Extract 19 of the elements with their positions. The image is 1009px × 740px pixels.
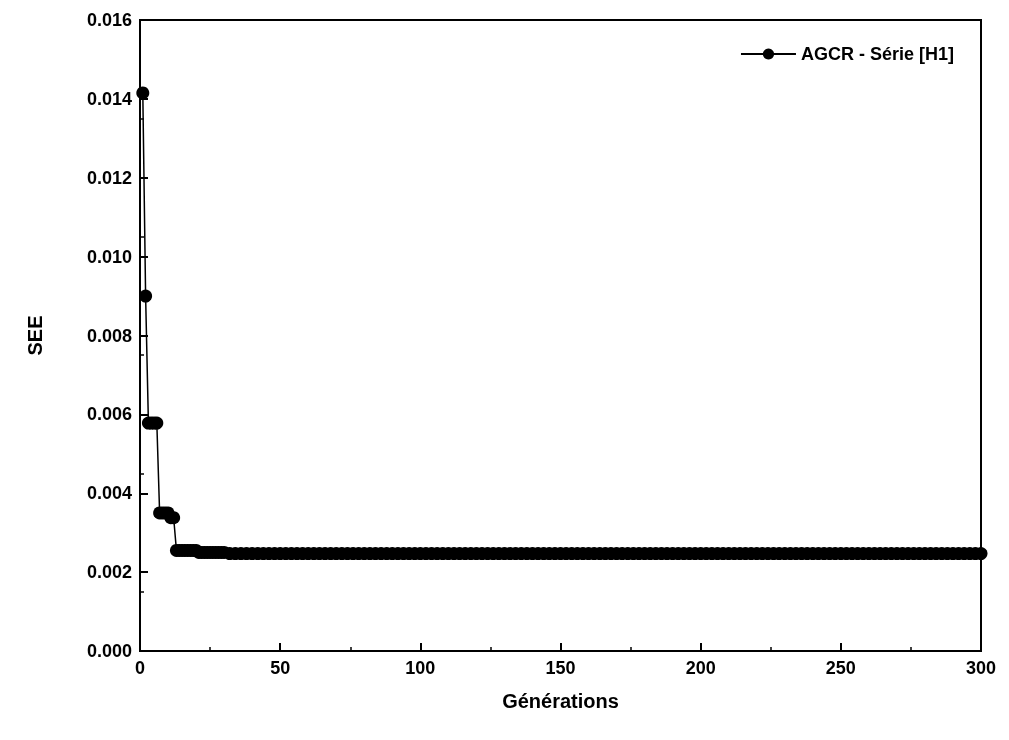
x-axis-title: Générations (502, 690, 619, 712)
y-tick-label: 0.012 (86, 167, 132, 188)
y-tick-label: 0.004 (86, 483, 132, 504)
y-tick-label: 0.000 (86, 641, 132, 661)
legend-label: AGCR - Série [H1] (800, 44, 954, 64)
x-tick-label: 100 (405, 658, 436, 678)
y-tick-label: 0.002 (86, 562, 132, 583)
y-tick-label: 0.008 (86, 325, 132, 346)
y-tick-label: 0.014 (86, 88, 132, 109)
x-tick-label: 300 (965, 658, 997, 678)
x-tick-label: 200 (685, 658, 716, 678)
y-axis-title: SEE (24, 315, 46, 356)
x-tick-label: 50 (270, 658, 291, 678)
y-tick-label: 0.016 (86, 10, 132, 30)
x-tick-label: 250 (825, 658, 856, 678)
y-tick-label: 0.010 (86, 246, 132, 267)
y-tick-label: 0.006 (86, 404, 132, 425)
x-tick-label: 150 (545, 658, 576, 678)
x-tick-label: 0 (134, 658, 146, 678)
